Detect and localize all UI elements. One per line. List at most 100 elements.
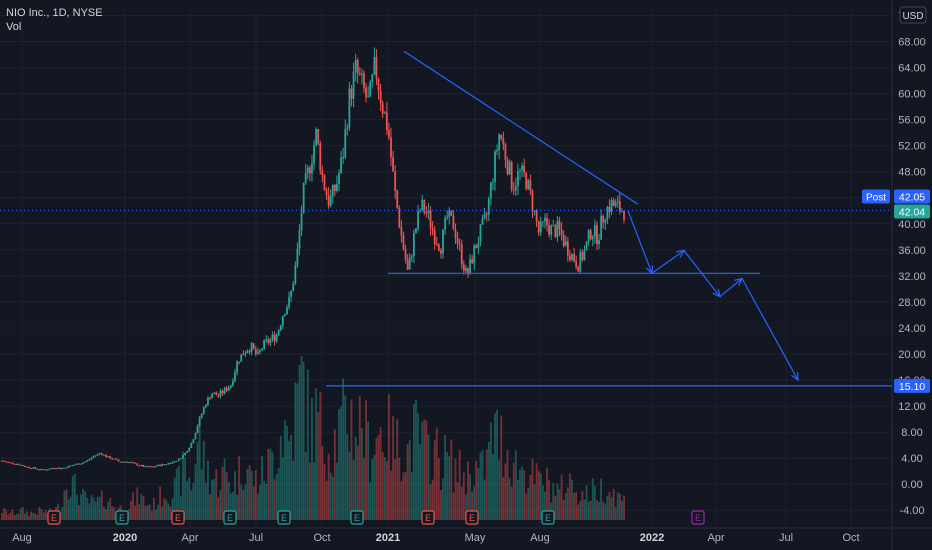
candle-body <box>75 463 78 465</box>
candle-body <box>556 221 559 238</box>
candle-body <box>415 228 417 234</box>
x-tick-label: 2020 <box>113 532 137 544</box>
volume-bar <box>130 500 132 520</box>
candle-body <box>55 468 57 470</box>
volume-bar <box>325 480 328 520</box>
trend-drawings[interactable] <box>0 50 892 387</box>
candle-body <box>579 252 582 272</box>
candle-body <box>319 143 322 171</box>
volume-bar <box>275 474 278 520</box>
volume-bar <box>198 423 201 520</box>
time-axis[interactable]: Aug 2020 Apr Jul Oct 2021 May Aug 2022 Apr Jul Oct <box>12 532 859 544</box>
volume-bar <box>96 496 99 520</box>
earnings-marker-box <box>691 510 705 525</box>
candle-body <box>223 388 226 394</box>
candle-body <box>161 464 164 467</box>
candle-body <box>136 463 139 466</box>
candle-body <box>5 461 8 463</box>
volume-bar <box>240 484 243 520</box>
candle-body <box>425 212 428 214</box>
candle-body <box>566 241 569 256</box>
volume-bar <box>44 510 47 520</box>
candle-body <box>1 460 3 462</box>
candle-body <box>458 243 461 245</box>
candle-body <box>489 182 492 199</box>
volume-bar <box>209 494 211 520</box>
volume-bar <box>329 472 332 520</box>
candle-body <box>232 381 234 386</box>
candle-body <box>336 183 338 192</box>
volume-bar <box>94 501 97 520</box>
candle-body <box>304 173 307 183</box>
symbol-title[interactable]: NIO Inc., 1D, NYSE <box>6 7 103 19</box>
candle-body <box>155 466 157 468</box>
volume-bar <box>437 458 440 520</box>
volume-indicator-label[interactable]: Vol <box>6 21 22 33</box>
candle-body <box>252 343 255 349</box>
volume-bar <box>63 490 66 520</box>
candle-body <box>190 443 193 448</box>
earnings-marker[interactable]: E <box>350 510 364 525</box>
candle-body <box>375 56 378 79</box>
x-tick-label: Oct <box>842 532 859 544</box>
earnings-marker[interactable]: E <box>691 510 705 525</box>
volume-bar <box>533 484 536 520</box>
volume-bar <box>155 509 157 520</box>
candle-body <box>381 103 384 114</box>
volume-bar <box>383 456 386 520</box>
volume-bar <box>271 452 274 520</box>
candle-body <box>571 254 573 260</box>
earnings-marker-label: E <box>119 513 125 523</box>
candle-body <box>140 465 143 467</box>
candle-body <box>215 392 218 396</box>
volume-bar <box>558 489 561 520</box>
y-tick-label: 28.00 <box>898 297 926 309</box>
volume-bar <box>107 502 109 520</box>
candle-body <box>146 466 149 468</box>
price-axis[interactable]: 72.0068.0064.0060.0056.0052.0048.0044.00… <box>898 11 926 518</box>
earnings-marker-label: E <box>51 513 57 523</box>
candle-body <box>248 351 251 353</box>
candle-body <box>606 206 609 220</box>
volume-bar <box>379 427 382 520</box>
candle-body <box>423 199 426 213</box>
candle-body <box>354 60 357 72</box>
volume-bar <box>169 506 172 520</box>
earnings-marker[interactable]: E <box>277 510 291 525</box>
candle-body <box>34 467 37 469</box>
candle-body <box>614 202 617 206</box>
earnings-marker[interactable]: E <box>115 510 129 525</box>
candle-body <box>623 211 625 220</box>
earnings-marker[interactable]: E <box>171 510 185 525</box>
candle-body <box>325 189 328 195</box>
candle-body <box>440 250 442 254</box>
volume-bar <box>315 388 318 520</box>
volume-bar <box>82 489 85 520</box>
y-tick-label: 64.00 <box>898 63 926 75</box>
earnings-marker[interactable]: E <box>223 510 237 525</box>
candle-body <box>331 184 334 197</box>
volume-bar <box>182 451 184 520</box>
earnings-marker[interactable]: E <box>47 510 61 525</box>
volume-bar <box>458 449 461 520</box>
candle-body <box>279 325 282 331</box>
candle-body <box>21 464 24 466</box>
earnings-marker[interactable]: E <box>541 510 555 525</box>
candle-body <box>236 361 238 373</box>
earnings-marker[interactable]: E <box>465 510 479 525</box>
candle-body <box>396 191 399 208</box>
volume-bar <box>284 420 286 520</box>
earnings-marker-label: E <box>545 513 551 523</box>
volume-bar <box>475 460 478 520</box>
candle-body <box>265 339 268 341</box>
candle-body <box>600 215 603 240</box>
volume-bar <box>269 448 272 520</box>
volume-bar <box>3 507 5 520</box>
earnings-marker[interactable]: E <box>421 510 435 525</box>
candle-body <box>433 230 436 244</box>
y-tick-label: 48.00 <box>898 167 926 179</box>
volume-bar <box>440 490 442 520</box>
volume-bar <box>585 485 588 520</box>
